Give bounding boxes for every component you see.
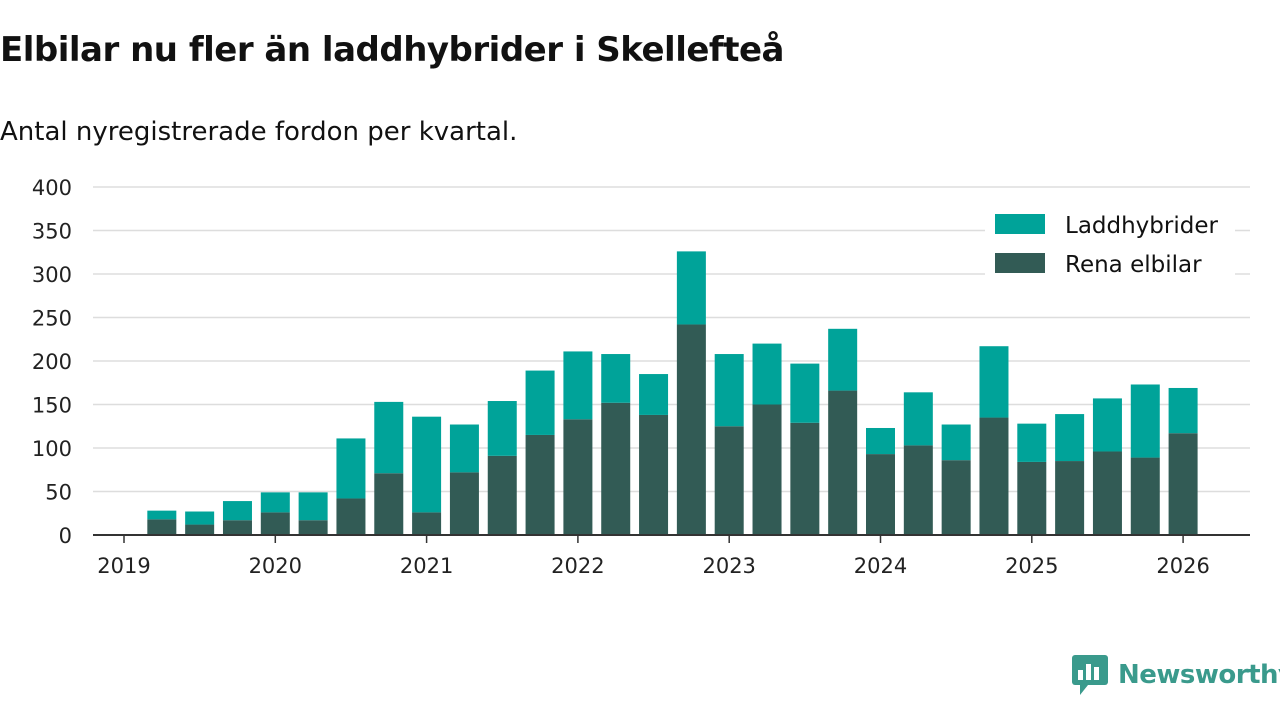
legend: Laddhybrider Rena elbilar (985, 203, 1235, 283)
bar-laddhybrider-2021-Q2 (449, 424, 479, 473)
bar-laddhybrider-2020-Q3 (336, 438, 366, 499)
stacked-bar-chart: 0 50 100 150 200 250 300 350 400 2019 2020 2021 202… (32, 176, 1250, 578)
bar-rena-elbilar-2024-Q4 (979, 417, 1009, 535)
bar-rena-elbilar-2023-Q2 (752, 404, 782, 535)
bar-rena-elbilar-2019-Q2 (147, 519, 177, 535)
bar-rena-elbilar-2024-Q2 (903, 445, 933, 535)
chart-subtitle: Antal nyregistrerade fordon per kvartal. (0, 117, 518, 147)
bar-rena-elbilar-2023-Q4 (828, 390, 858, 535)
y-tick-label-0: 0 (59, 524, 72, 548)
bar-rena-elbilar-2024-Q3 (941, 460, 971, 535)
bar-rena-elbilar-2020-Q4 (374, 473, 404, 535)
x-axis-ticks: 2019 2020 2021 2022 2023 2024 2025 2026 (97, 535, 1210, 578)
bar-rena-elbilar-2020-Q3 (336, 498, 366, 535)
x-tick-label-2022: 2022 (551, 554, 604, 578)
bar-rena-elbilar-2020-Q1 (260, 512, 290, 535)
bar-laddhybrider-2023-Q2 (752, 343, 782, 405)
x-tick-label-2020: 2020 (249, 554, 302, 578)
bar-rena-elbilar-2022-Q3 (639, 414, 669, 535)
newsworthy-logo-icon (1072, 655, 1108, 695)
x-tick-label-2023: 2023 (702, 554, 755, 578)
bar-laddhybrider-2025-Q4 (1130, 384, 1160, 458)
bar-rena-elbilar-2025-Q3 (1092, 451, 1122, 535)
bar-laddhybrider-2024-Q1 (866, 427, 895, 455)
y-tick-label-350: 350 (32, 220, 72, 244)
bar-rena-elbilar-2025-Q1 (1017, 461, 1047, 535)
legend-swatch-laddhybrider (995, 214, 1045, 234)
bar-laddhybrider-2019-Q3 (185, 511, 215, 525)
y-tick-label-50: 50 (45, 481, 72, 505)
bar-laddhybrider-2020-Q1 (260, 492, 290, 513)
bar-laddhybrider-2025-Q1 (1017, 423, 1047, 462)
bar-laddhybrider-2022-Q1 (563, 351, 593, 420)
bar-rena-elbilar-2024-Q1 (866, 454, 895, 535)
bar-laddhybrider-2022-Q3 (639, 374, 669, 415)
x-tick-label-2025: 2025 (1005, 554, 1058, 578)
bar-laddhybrider-2024-Q2 (903, 392, 933, 446)
y-tick-label-150: 150 (32, 394, 72, 418)
bars (147, 251, 1198, 535)
y-tick-label-250: 250 (32, 307, 72, 331)
bar-rena-elbilar-2021-Q2 (449, 472, 479, 535)
bar-rena-elbilar-2022-Q2 (601, 402, 631, 535)
bar-laddhybrider-2021-Q1 (412, 416, 442, 513)
bar-laddhybrider-2025-Q3 (1092, 398, 1122, 452)
bar-laddhybrider-2019-Q4 (222, 501, 252, 521)
bar-laddhybrider-2026-Q1 (1168, 387, 1198, 434)
bar-rena-elbilar-2022-Q4 (676, 324, 706, 535)
legend-label-rena-elbilar: Rena elbilar (1065, 252, 1202, 278)
bar-rena-elbilar-2023-Q1 (714, 426, 744, 535)
bar-rena-elbilar-2021-Q4 (525, 434, 555, 535)
bar-rena-elbilar-2022-Q1 (563, 419, 593, 535)
bar-laddhybrider-2022-Q2 (601, 354, 631, 403)
newsworthy-brand: Newsworthy (1072, 655, 1280, 695)
bar-laddhybrider-2020-Q2 (298, 492, 328, 521)
bar-laddhybrider-2021-Q4 (525, 370, 555, 435)
bar-rena-elbilar-2025-Q2 (1055, 461, 1085, 535)
bar-laddhybrider-2024-Q3 (941, 424, 971, 461)
x-tick-label-2019: 2019 (97, 554, 150, 578)
bar-laddhybrider-2023-Q3 (790, 363, 820, 423)
bar-laddhybrider-2019-Q2 (147, 510, 177, 520)
bar-rena-elbilar-2023-Q3 (790, 422, 820, 535)
legend-label-laddhybrider: Laddhybrider (1065, 213, 1218, 239)
bar-rena-elbilar-2026-Q1 (1168, 433, 1198, 535)
bar-rena-elbilar-2020-Q2 (298, 520, 328, 535)
x-tick-label-2021: 2021 (400, 554, 453, 578)
y-tick-label-100: 100 (32, 437, 72, 461)
brand-name: Newsworthy (1118, 660, 1280, 690)
x-tick-label-2024: 2024 (854, 554, 907, 578)
y-tick-label-400: 400 (32, 176, 72, 200)
y-tick-label-200: 200 (32, 350, 72, 374)
y-axis-ticks: 0 50 100 150 200 250 300 350 400 (32, 176, 72, 548)
x-tick-label-2026: 2026 (1156, 554, 1209, 578)
bar-laddhybrider-2024-Q4 (979, 346, 1009, 418)
bar-rena-elbilar-2025-Q4 (1130, 457, 1160, 535)
y-tick-label-300: 300 (32, 263, 72, 287)
bar-rena-elbilar-2021-Q3 (487, 455, 517, 535)
bar-laddhybrider-2020-Q4 (374, 401, 404, 474)
bar-rena-elbilar-2019-Q4 (222, 520, 252, 535)
bar-laddhybrider-2023-Q4 (828, 328, 858, 391)
bar-rena-elbilar-2021-Q1 (412, 512, 442, 535)
bar-rena-elbilar-2019-Q3 (185, 524, 215, 535)
chart-title: Elbilar nu fler än laddhybrider i Skelle… (0, 30, 784, 70)
bar-laddhybrider-2023-Q1 (714, 354, 744, 427)
legend-swatch-rena-elbilar (995, 253, 1045, 273)
bar-laddhybrider-2021-Q3 (487, 401, 517, 456)
bar-laddhybrider-2025-Q2 (1055, 414, 1085, 462)
bar-laddhybrider-2022-Q4 (676, 251, 706, 325)
